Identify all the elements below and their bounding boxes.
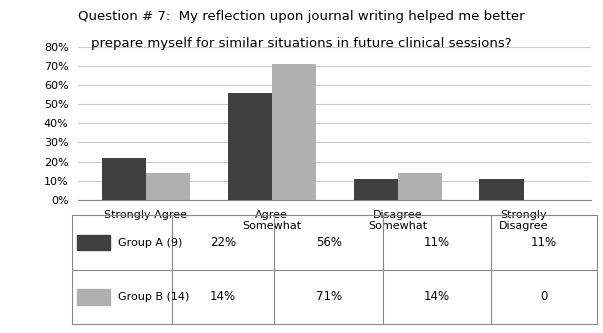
Bar — [479, 179, 523, 200]
Bar — [77, 235, 110, 250]
Text: Group A (9): Group A (9) — [118, 237, 182, 247]
Text: Group B (14): Group B (14) — [118, 292, 189, 302]
Text: 56%: 56% — [315, 236, 342, 249]
Text: 22%: 22% — [210, 236, 236, 249]
Bar — [102, 158, 146, 200]
Text: 14%: 14% — [210, 290, 236, 303]
Bar — [146, 173, 190, 200]
Text: 11%: 11% — [424, 236, 450, 249]
Bar — [353, 179, 397, 200]
Text: 71%: 71% — [315, 290, 342, 303]
Bar — [77, 289, 110, 304]
Bar — [227, 93, 272, 200]
Text: 11%: 11% — [531, 236, 557, 249]
Bar — [397, 173, 442, 200]
Bar — [272, 64, 316, 200]
Text: Question # 7:  My reflection upon journal writing helped me better: Question # 7: My reflection upon journal… — [78, 10, 525, 23]
Text: 14%: 14% — [424, 290, 450, 303]
Text: prepare myself for similar situations in future clinical sessions?: prepare myself for similar situations in… — [91, 37, 512, 50]
Text: 0: 0 — [540, 290, 548, 303]
